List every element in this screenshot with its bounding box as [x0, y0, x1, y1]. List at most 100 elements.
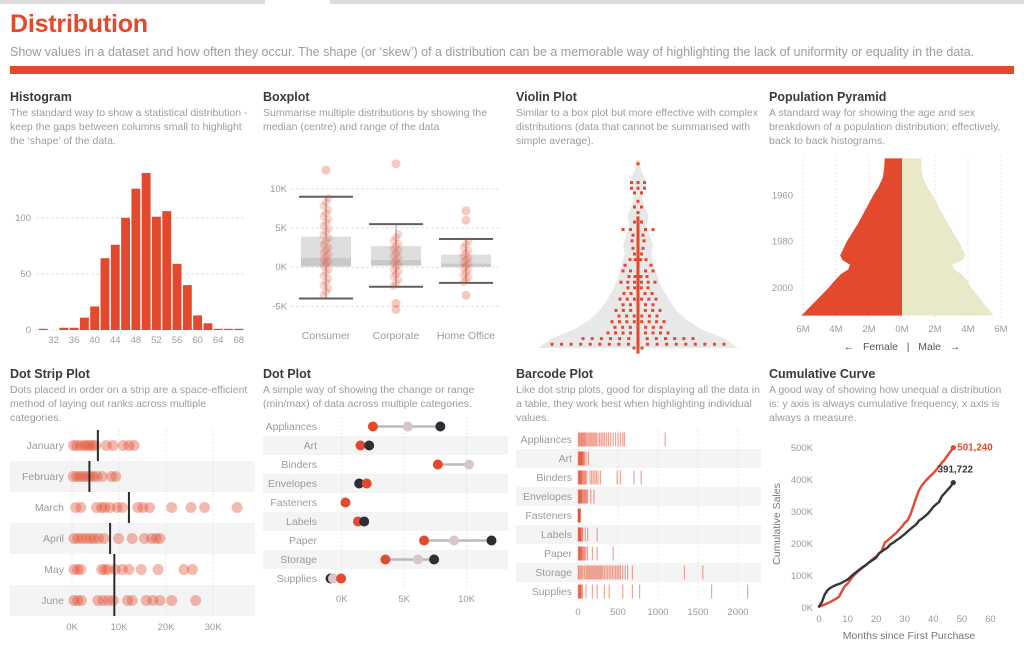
top-strip-left [0, 0, 265, 4]
svg-text:20: 20 [871, 614, 882, 625]
svg-text:60: 60 [192, 335, 203, 346]
boxplot-chart[interactable]: -5K 0K 5K 10K Consumer Corporate Home Office [263, 152, 508, 357]
panel-title-dotplot: Dot Plot [263, 367, 311, 381]
svg-text:40: 40 [928, 614, 939, 625]
svg-text:1500: 1500 [687, 607, 708, 618]
svg-text:2M: 2M [928, 324, 941, 335]
svg-text:Cumulative Sales: Cumulative Sales [771, 483, 783, 565]
svg-text:48: 48 [131, 335, 142, 346]
svg-text:February: February [22, 471, 65, 483]
svg-text:1980: 1980 [772, 237, 793, 248]
svg-text:0K: 0K [66, 622, 78, 633]
panel-description-barcode: Like dot strip plots, good for displayin… [516, 384, 760, 424]
accent-divider-bar [10, 66, 1014, 74]
svg-text:391,722: 391,722 [938, 465, 974, 476]
svg-text:1960: 1960 [772, 190, 793, 201]
svg-text:500: 500 [610, 607, 626, 618]
svg-text:Fasteners: Fasteners [525, 510, 572, 522]
panel-boxplot: Boxplot Summarise multiple distributions… [263, 90, 508, 357]
svg-text:20K: 20K [158, 622, 176, 633]
svg-text:50: 50 [20, 269, 31, 280]
svg-text:Paper: Paper [544, 548, 573, 560]
svg-text:Storage: Storage [280, 554, 317, 566]
dashboard-subtitle: Show values in a dataset and how often t… [10, 45, 975, 59]
panel-violin: Violin Plot Similar to a box plot but mo… [516, 90, 761, 357]
panel-title-violin: Violin Plot [516, 90, 577, 104]
dashboard-header: Distribution Show values in a dataset an… [0, 0, 1024, 59]
svg-text:64: 64 [213, 335, 224, 346]
histogram-chart[interactable]: 0 50 100 32 36 40 44 48 52 56 60 64 68 [10, 152, 255, 357]
svg-text:← Female | Male →: ← Female | Male → [844, 341, 961, 353]
barcode-chart[interactable]: 0 500 1000 1500 2000 Appliances Art Binders Enve… [516, 428, 761, 648]
panel-description-dotplot: A simple way of showing the change or ra… [263, 384, 475, 410]
chart-grid: Histogram The standard way to show a sta… [10, 90, 1014, 648]
svg-text:0M: 0M [895, 324, 908, 335]
svg-text:2M: 2M [862, 324, 875, 335]
panel-dotstrip: Dot Strip Plot Dots placed in order on a… [10, 367, 255, 648]
svg-text:June: June [41, 595, 64, 607]
svg-text:-5K: -5K [272, 301, 287, 312]
svg-text:50: 50 [957, 614, 968, 625]
svg-text:32: 32 [48, 335, 59, 346]
svg-text:10K: 10K [458, 594, 476, 605]
svg-text:100K: 100K [791, 571, 814, 582]
svg-text:52: 52 [151, 335, 162, 346]
svg-text:Labels: Labels [541, 529, 572, 541]
panel-description-violin: Similar to a box plot but more effective… [516, 107, 758, 147]
panel-cumulative: Cumulative Curve A good way of showing h… [769, 367, 1014, 648]
svg-text:4M: 4M [829, 324, 842, 335]
svg-text:30K: 30K [205, 622, 223, 633]
svg-text:Corporate: Corporate [373, 330, 420, 342]
svg-text:44: 44 [110, 335, 121, 346]
svg-text:400K: 400K [791, 475, 814, 486]
panel-pyramid: Population Pyramid A standard way for sh… [769, 90, 1014, 357]
panel-title-dotstrip: Dot Strip Plot [10, 367, 90, 381]
panel-title-cumulative: Cumulative Curve [769, 367, 876, 381]
svg-text:200K: 200K [791, 539, 814, 550]
svg-text:Envelopes: Envelopes [523, 491, 572, 503]
svg-text:36: 36 [69, 335, 80, 346]
svg-text:Envelopes: Envelopes [268, 478, 317, 490]
svg-text:0K: 0K [275, 262, 287, 273]
population-pyramid-chart[interactable]: 6M 4M 2M 0M 2M 4M 6M 1960 1980 2000 ← Female | Mal… [769, 152, 1014, 357]
svg-text:Supplies: Supplies [532, 586, 572, 598]
panel-title-histogram: Histogram [10, 90, 72, 104]
svg-text:Labels: Labels [286, 516, 317, 528]
svg-text:Art: Art [559, 453, 573, 465]
svg-text:5K: 5K [398, 594, 410, 605]
svg-text:4M: 4M [961, 324, 974, 335]
svg-text:Art: Art [304, 440, 318, 452]
svg-text:Home Office: Home Office [437, 330, 495, 342]
svg-text:0: 0 [575, 607, 580, 618]
svg-text:Paper: Paper [289, 535, 318, 547]
panel-description-histogram: The standard way to show a statistical d… [10, 107, 248, 147]
svg-text:300K: 300K [791, 507, 814, 518]
svg-text:January: January [27, 440, 65, 452]
svg-text:56: 56 [172, 335, 183, 346]
dot-plot-chart[interactable]: 0K 5K 10K Appliances Art Binders Envelopes Fast… [263, 415, 508, 635]
svg-text:Appliances: Appliances [266, 421, 317, 433]
svg-text:40: 40 [89, 335, 100, 346]
svg-text:30: 30 [899, 614, 910, 625]
svg-text:100: 100 [15, 213, 31, 224]
dot-strip-chart[interactable]: January February March April May June 0K 10K 20K… [10, 428, 255, 648]
svg-text:Appliances: Appliances [521, 434, 572, 446]
panel-dotplot: Dot Plot A simple way of showing the cha… [263, 367, 508, 648]
panel-description-cumulative: A good way of showing how unequal a dist… [769, 384, 1002, 424]
svg-text:60: 60 [985, 614, 996, 625]
svg-text:Storage: Storage [535, 567, 572, 579]
svg-text:6M: 6M [994, 324, 1007, 335]
panel-description-boxplot: Summarise multiple distributions by show… [263, 107, 488, 133]
svg-text:March: March [35, 502, 64, 514]
svg-text:0K: 0K [336, 594, 348, 605]
panel-title-pyramid: Population Pyramid [769, 90, 887, 104]
violin-chart[interactable] [516, 152, 761, 357]
panel-title-barcode: Barcode Plot [516, 367, 594, 381]
svg-text:0: 0 [816, 614, 821, 625]
svg-text:10: 10 [842, 614, 853, 625]
top-strip-right [330, 0, 1024, 4]
svg-text:May: May [44, 564, 65, 576]
svg-text:10K: 10K [111, 622, 129, 633]
cumulative-curve-chart[interactable]: 0K 100K 200K 300K 400K 500K 0 10 20 30 40 50 60 501,2… [769, 428, 1014, 648]
svg-text:Supplies: Supplies [277, 573, 317, 585]
